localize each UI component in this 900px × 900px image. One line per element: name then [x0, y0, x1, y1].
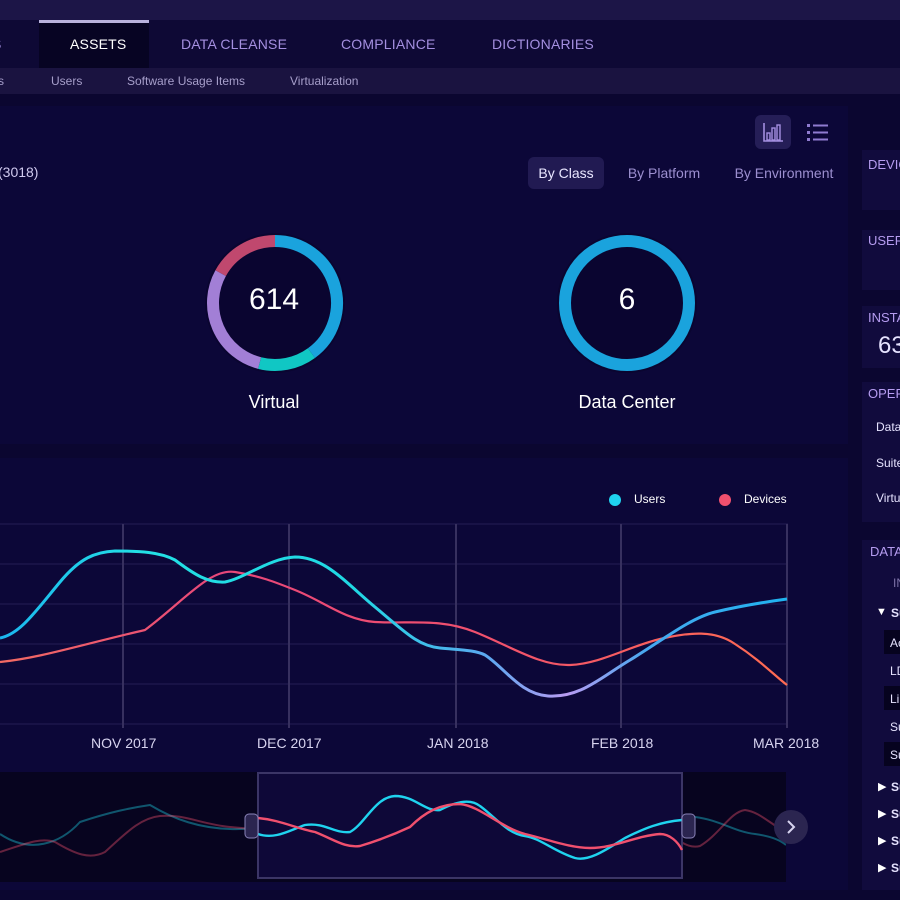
sidebar-title-installs: INSTA [868, 310, 900, 325]
donut-shadow [557, 233, 697, 373]
asset-count: (3018) [0, 164, 39, 180]
donut-shadow [205, 233, 345, 373]
collapsed-arrow-icon[interactable]: ▶ [878, 808, 887, 820]
x-tick-jan-2018: JAN 2018 [427, 735, 489, 751]
navigator-left-handle[interactable] [244, 813, 259, 839]
tab-dictionaries[interactable]: DICTIONARIES [492, 36, 594, 52]
x-tick-mar-2018: MAR 2018 [753, 735, 820, 751]
range-navigator[interactable] [0, 772, 786, 882]
tree-item[interactable]: Su [891, 780, 900, 794]
donut-chart-data-center[interactable] [552, 228, 702, 378]
sidebar-operating-item[interactable]: Suite [876, 456, 900, 470]
tree-item[interactable]: Su [890, 720, 900, 734]
chevron-right-icon [787, 820, 796, 834]
list-view-button[interactable] [800, 115, 836, 149]
sidebar-card-data [862, 540, 900, 890]
sidebar-card-devices [862, 150, 900, 210]
subnav-item-software-usage-items[interactable]: Software Usage Items [127, 74, 246, 88]
tree-item[interactable]: Su [891, 606, 900, 620]
sidebar-title-data: DATA [870, 544, 900, 559]
legend-dot-users [609, 494, 621, 506]
collapsed-arrow-icon[interactable]: ▶ [878, 862, 887, 874]
sidebar-operating-item[interactable]: Virtu [876, 491, 900, 505]
trend-line-chart[interactable] [0, 520, 848, 730]
collapsed-arrow-icon[interactable]: ▶ [878, 781, 887, 793]
tab-data-cleanse[interactable]: DATA CLEANSE [181, 36, 288, 52]
donut-slice[interactable] [207, 270, 262, 369]
sidebar-title-devices: DEVIC [868, 157, 900, 172]
navigator-right-handle[interactable] [681, 813, 696, 839]
tree-item[interactable]: Ac [890, 636, 900, 650]
donut-value-virtual: 614 [248, 283, 300, 316]
sidebar-operating-item[interactable]: Data [876, 420, 900, 434]
tab-assets[interactable]: ASSETS [70, 36, 127, 52]
series-line-users [0, 549, 788, 698]
segment-by-environment[interactable]: By Environment [734, 165, 834, 181]
tree-item[interactable]: Su [891, 834, 900, 848]
sidebar-card-operating [862, 382, 900, 522]
sidebar-data-header: IN [893, 576, 900, 590]
sidebar-installs-value: 63 [878, 332, 900, 359]
tree-item-box [884, 630, 900, 654]
donut-chart-virtual[interactable] [200, 228, 350, 378]
expanded-arrow-icon[interactable]: ▼ [876, 606, 887, 618]
donut-label-virtual: Virtual [248, 392, 300, 412]
tree-item[interactable]: Su [890, 748, 900, 762]
subnav-item-partial[interactable]: s [0, 74, 4, 88]
main-nav [0, 20, 900, 68]
x-tick-feb-2018: FEB 2018 [591, 735, 654, 751]
tab-compliance[interactable]: COMPLIANCE [341, 36, 436, 52]
active-tab-indicator [39, 20, 149, 23]
subnav-item-virtualization[interactable]: Virtualization [290, 74, 359, 88]
segment-by-platform[interactable]: By Platform [627, 165, 701, 181]
sidebar-card-installs [862, 306, 900, 368]
tree-item-box [884, 742, 900, 766]
bar-chart-icon [763, 123, 783, 142]
tree-item[interactable]: Li [890, 692, 900, 706]
tree-item[interactable]: LD [890, 664, 900, 678]
tree-item-box [884, 686, 900, 710]
series-line-devices [0, 570, 788, 686]
x-tick-nov-2017: NOV 2017 [91, 735, 157, 751]
sidebar-card-users [862, 230, 900, 290]
legend-label-users[interactable]: Users [634, 492, 666, 506]
sub-nav [0, 68, 900, 94]
donut-slice[interactable] [215, 235, 276, 277]
legend-label-devices[interactable]: Devices [744, 492, 787, 506]
navigator-next-button[interactable] [774, 810, 808, 844]
donut-slice[interactable] [559, 235, 695, 371]
navigator-devices-line-selected [257, 802, 684, 851]
collapsed-arrow-icon[interactable]: ▶ [878, 835, 887, 847]
tree-item[interactable]: Su [891, 807, 900, 821]
tree-item[interactable]: Su [891, 861, 900, 875]
donut-slice[interactable] [274, 235, 343, 359]
navigator-users-line-selected [257, 794, 683, 860]
legend-dot-devices [719, 494, 731, 506]
donut-value-data-center: 6 [618, 283, 636, 316]
navigator-selection[interactable] [257, 772, 683, 879]
chart-view-button[interactable] [755, 115, 791, 149]
donut-label-data-center: Data Center [578, 392, 676, 412]
top-strip [0, 0, 900, 20]
subnav-item-users[interactable]: Users [51, 74, 83, 88]
sidebar-title-users: USER [868, 233, 900, 248]
active-tab-background [39, 20, 149, 68]
list-icon [807, 124, 828, 141]
donut-slice[interactable] [258, 348, 315, 371]
sidebar-title-operating: OPER [868, 386, 900, 401]
segment-by-class[interactable]: By Class [528, 157, 604, 189]
tab-partial[interactable]: S [0, 20, 2, 68]
x-tick-dec-2017: DEC 2017 [257, 735, 322, 751]
class-summary-panel [0, 106, 848, 444]
